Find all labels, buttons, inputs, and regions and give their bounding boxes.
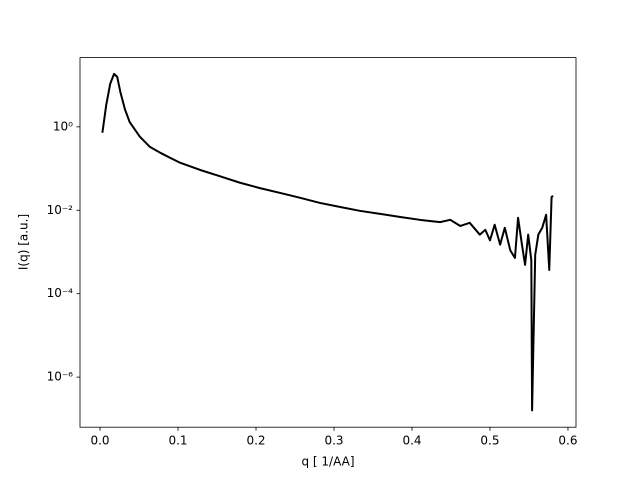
- x-tick-label: 0.4: [402, 434, 421, 448]
- x-axis-label: q [ 1/AA]: [301, 455, 354, 469]
- plot-frame: [79, 57, 577, 428]
- y-tick-label: 10⁻²: [47, 203, 74, 217]
- y-tick-label: 10⁻⁴: [47, 286, 74, 300]
- data-line: [101, 72, 554, 412]
- x-tick-label: 0.5: [480, 434, 499, 448]
- x-tick-label: 0.6: [558, 434, 577, 448]
- y-axis-label: I(q) [a.u.]: [17, 214, 31, 270]
- x-tick-label: 0.2: [246, 434, 265, 448]
- x-tick-label: 0.3: [324, 434, 343, 448]
- y-tick-label: 10⁰: [53, 119, 73, 133]
- x-tick-label: 0.1: [168, 434, 187, 448]
- y-tick-label: 10⁻⁶: [47, 370, 74, 384]
- x-tick-label: 0.0: [90, 434, 109, 448]
